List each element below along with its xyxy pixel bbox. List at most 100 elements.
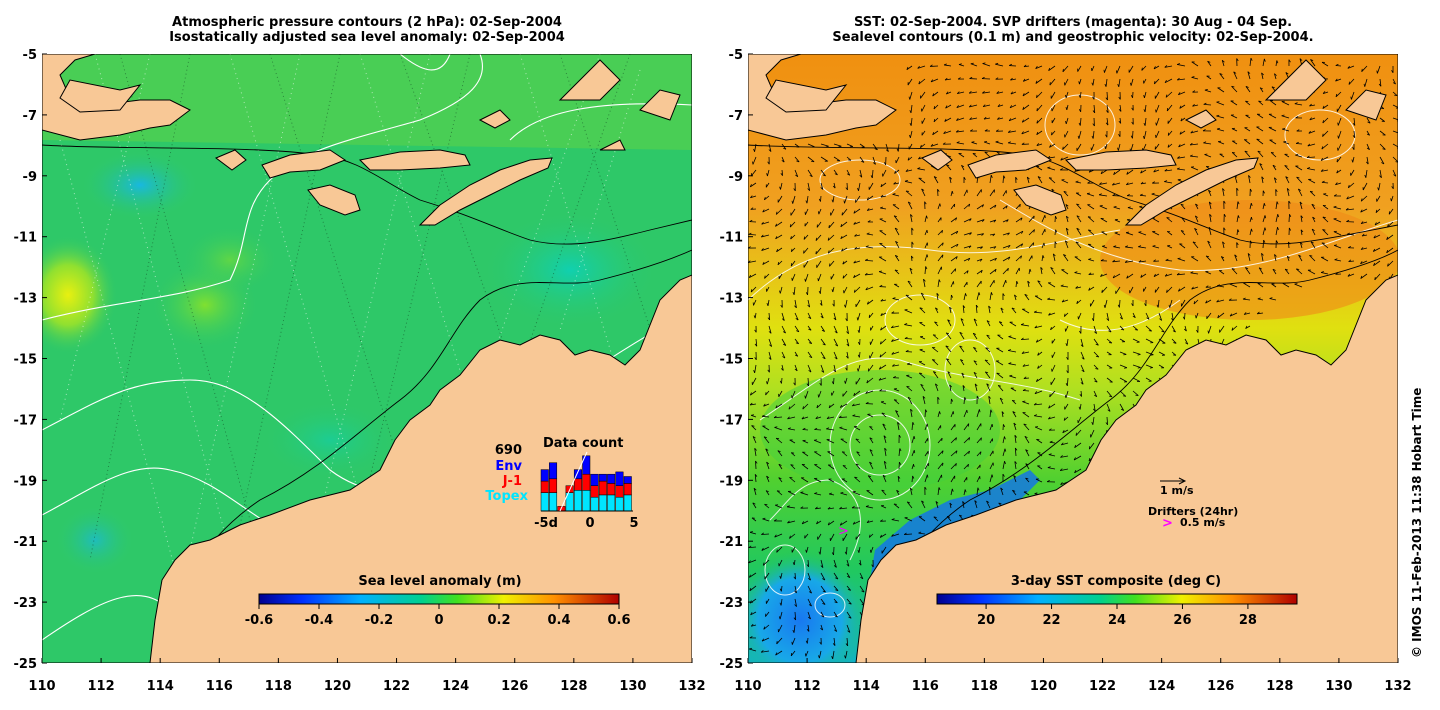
velocity-arrowhead	[1223, 200, 1226, 204]
velocity-arrowhead	[1322, 120, 1324, 124]
left-lon-tick: 128	[560, 679, 587, 694]
velocity-arrow	[807, 585, 812, 594]
velocity-arrowhead	[773, 415, 777, 419]
velocity-arrow	[846, 637, 849, 646]
velocity-arrow	[1288, 241, 1290, 249]
velocity-arrowhead	[1276, 201, 1279, 205]
velocity-arrow	[794, 325, 800, 333]
velocity-arrow	[937, 462, 944, 470]
velocity-arrow	[1262, 203, 1265, 210]
velocity-arrow	[989, 423, 993, 431]
velocity-arrowhead	[768, 149, 772, 152]
velocity-arrowhead	[1140, 170, 1143, 174]
velocity-arrowhead	[822, 343, 826, 346]
velocity-arrow	[1181, 299, 1186, 307]
left-lon-tick: 120	[324, 679, 351, 694]
velocity-arrowhead	[831, 552, 834, 556]
velocity-arrow	[774, 416, 783, 419]
velocity-arrowhead	[1014, 434, 1018, 438]
velocity-arrow	[855, 299, 861, 308]
velocity-arrow	[1008, 117, 1017, 122]
velocity-arrow	[933, 516, 939, 522]
velocity-arrow	[1360, 247, 1368, 250]
velocity-arrowhead	[1168, 304, 1171, 308]
velocity-arrow	[918, 78, 926, 85]
velocity-arrowhead	[869, 549, 872, 553]
velocity-arrowhead	[1393, 174, 1397, 177]
velocity-arrow	[1066, 338, 1069, 347]
velocity-arrowhead	[853, 289, 856, 293]
velocity-arrow	[1011, 307, 1017, 314]
velocity-arrow	[989, 175, 992, 184]
velocity-arrow	[1065, 117, 1069, 125]
velocity-arrow	[972, 153, 978, 158]
velocity-arrowhead	[845, 355, 849, 359]
velocity-arrow	[1283, 141, 1290, 145]
velocity-arrowhead	[1312, 216, 1316, 220]
velocity-arrow	[1048, 416, 1056, 420]
sst-colorbar-label: 3-day SST composite (deg C)	[1011, 574, 1221, 589]
drifters-legend-title: Drifters (24hr)	[1148, 505, 1238, 518]
velocity-arrow	[1258, 267, 1264, 275]
velocity-arrowhead	[1054, 241, 1057, 245]
velocity-arrow	[1061, 179, 1069, 184]
velocity-arrow	[1119, 312, 1123, 320]
velocity-arrowhead	[1153, 169, 1156, 173]
velocity-arrow	[815, 234, 822, 241]
velocity-arrowhead	[904, 323, 908, 325]
velocity-arrowhead	[1176, 272, 1180, 276]
velocity-arrowhead	[775, 405, 778, 409]
velocity-arrow	[761, 546, 770, 551]
velocity-arrowhead	[1092, 96, 1095, 100]
velocity-arrow	[907, 280, 913, 288]
velocity-arrowhead	[956, 117, 959, 121]
velocity-arrow	[950, 450, 958, 457]
velocity-arrowhead	[980, 270, 983, 274]
velocity-arrowhead	[1032, 242, 1035, 246]
velocity-arrow	[907, 397, 913, 405]
velocity-arrow	[802, 451, 809, 457]
velocity-arrowhead	[986, 334, 990, 337]
velocity-arrow	[1155, 104, 1160, 113]
velocity-arrowhead	[906, 66, 909, 70]
velocity-arrowhead	[1100, 273, 1103, 277]
velocity-arrow	[950, 475, 956, 483]
velocity-arrow	[867, 299, 874, 305]
velocity-arrow	[819, 546, 822, 555]
velocity-arrow	[1140, 273, 1147, 278]
right-lon-tick: 114	[853, 679, 880, 694]
velocity-arrow	[866, 377, 874, 384]
velocity-arrow	[1270, 152, 1277, 158]
velocity-arrow	[1009, 104, 1017, 109]
velocity-arrow	[807, 312, 812, 319]
velocity-arrowhead	[1179, 131, 1182, 135]
velocity-arrow	[1321, 169, 1329, 172]
velocity-arrowhead	[1007, 232, 1010, 236]
velocity-arrow	[1064, 78, 1069, 86]
velocity-arrow	[1100, 169, 1108, 175]
velocity-arrowhead	[1281, 114, 1285, 117]
velocity-arrowhead	[1223, 227, 1226, 231]
velocity-arrow	[919, 336, 926, 340]
velocity-arrowhead	[959, 331, 963, 334]
velocity-arrow	[794, 351, 799, 357]
velocity-arrow	[1022, 390, 1030, 392]
velocity-arrow	[892, 364, 900, 367]
velocity-arrowhead	[994, 269, 997, 273]
velocity-arrowhead	[838, 145, 842, 148]
velocity-arrowhead	[921, 292, 924, 295]
right-title-line1: SST: 02-Sep-2004. SVP drifters (magenta)…	[853, 15, 1293, 30]
velocity-arrow	[1337, 143, 1342, 151]
velocity-arrow	[763, 559, 770, 566]
velocity-arrow	[1132, 377, 1141, 382]
velocity-arrowhead	[1261, 72, 1264, 76]
velocity-arrow	[1106, 377, 1113, 383]
legend-env: Env	[495, 459, 522, 474]
velocity-arrowhead	[937, 396, 940, 400]
velocity-arrow	[827, 520, 835, 526]
velocity-arrow	[1100, 273, 1108, 277]
velocity-arrowhead	[841, 248, 844, 252]
velocity-arrowhead	[968, 437, 971, 441]
velocity-arrowhead	[947, 371, 951, 374]
velocity-arrowhead	[1055, 229, 1058, 233]
